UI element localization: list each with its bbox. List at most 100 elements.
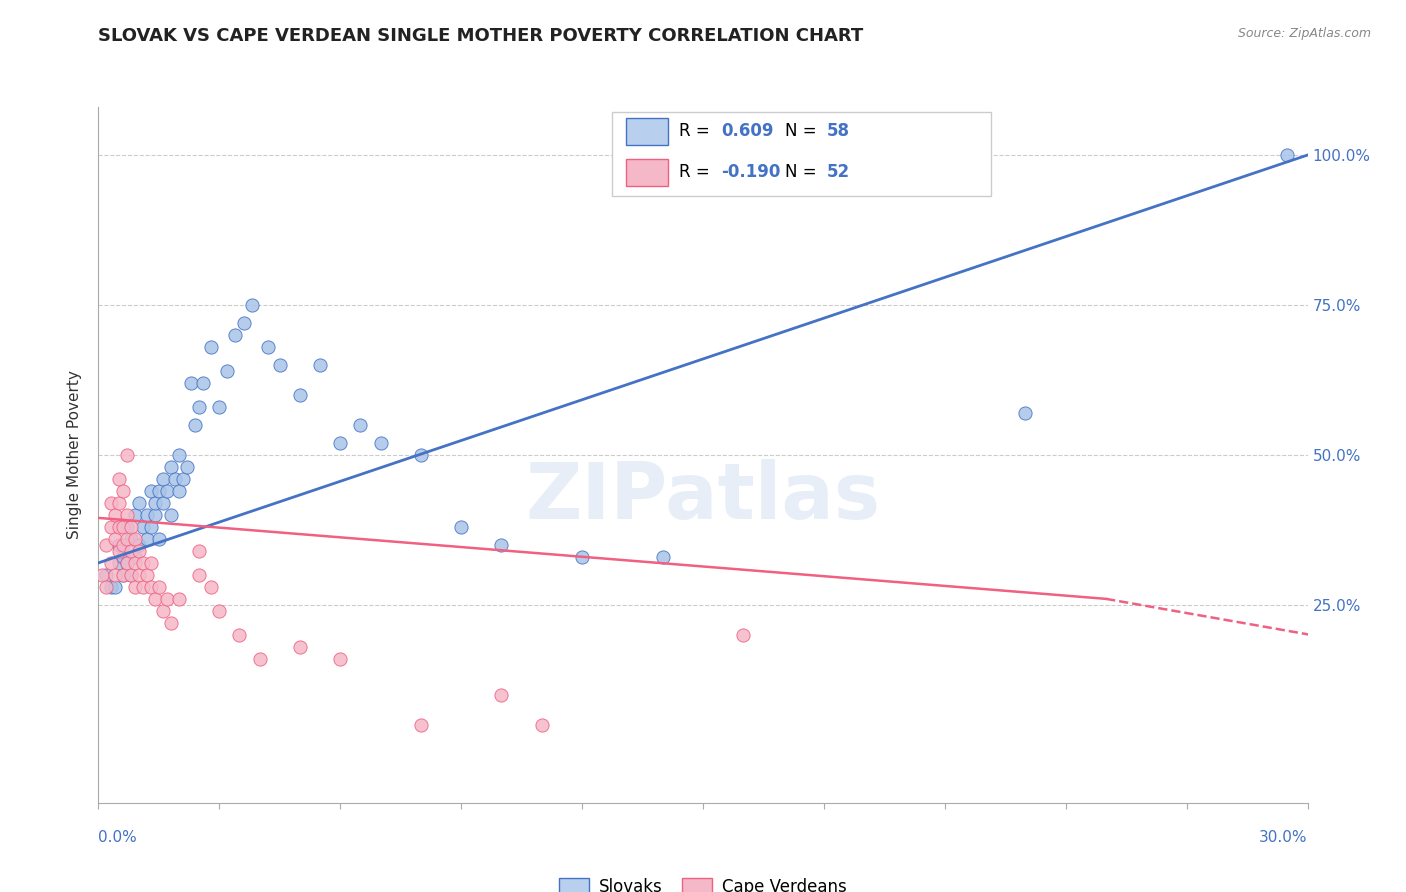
- Point: [96, 538, 118, 552]
- Point: [135, 508, 157, 522]
- Point: [120, 567, 142, 582]
- Point: [329, 436, 352, 450]
- Point: [571, 549, 593, 564]
- Point: [167, 591, 190, 606]
- Point: [100, 556, 122, 570]
- Point: [111, 538, 134, 552]
- Point: [193, 376, 215, 390]
- Point: [107, 496, 129, 510]
- Point: [107, 538, 129, 552]
- Point: [491, 538, 513, 552]
- Point: [200, 580, 222, 594]
- Point: [160, 615, 183, 630]
- Point: [733, 628, 755, 642]
- Point: [491, 688, 513, 702]
- Point: [329, 652, 352, 666]
- Text: R =: R =: [679, 122, 716, 140]
- Point: [349, 417, 371, 432]
- Point: [115, 556, 138, 570]
- Point: [107, 556, 129, 570]
- Point: [249, 652, 271, 666]
- Point: [132, 556, 155, 570]
- Point: [240, 298, 263, 312]
- Point: [107, 520, 129, 534]
- Point: [180, 376, 202, 390]
- Text: 0.609: 0.609: [721, 122, 773, 140]
- Point: [115, 520, 138, 534]
- Point: [172, 472, 194, 486]
- Point: [1277, 148, 1299, 162]
- Point: [115, 448, 138, 462]
- Point: [176, 459, 198, 474]
- Point: [160, 459, 183, 474]
- Y-axis label: Single Mother Poverty: Single Mother Poverty: [67, 370, 83, 540]
- Point: [139, 520, 162, 534]
- Point: [111, 567, 134, 582]
- Point: [100, 520, 122, 534]
- Point: [124, 532, 146, 546]
- Point: [143, 496, 166, 510]
- Point: [148, 532, 170, 546]
- Point: [1014, 406, 1036, 420]
- Point: [200, 340, 222, 354]
- Point: [100, 496, 122, 510]
- Text: 58: 58: [827, 122, 849, 140]
- Point: [288, 640, 311, 654]
- Point: [148, 580, 170, 594]
- Point: [309, 358, 332, 372]
- Point: [132, 520, 155, 534]
- Point: [103, 567, 125, 582]
- Point: [111, 483, 134, 498]
- Point: [107, 544, 129, 558]
- Point: [148, 483, 170, 498]
- Point: [188, 567, 211, 582]
- Text: Source: ZipAtlas.com: Source: ZipAtlas.com: [1237, 27, 1371, 40]
- Point: [103, 532, 125, 546]
- Point: [139, 483, 162, 498]
- Point: [107, 472, 129, 486]
- Point: [132, 580, 155, 594]
- Point: [120, 544, 142, 558]
- Point: [143, 591, 166, 606]
- Point: [409, 448, 432, 462]
- Point: [120, 567, 142, 582]
- Point: [96, 567, 118, 582]
- Point: [91, 567, 114, 582]
- Point: [115, 556, 138, 570]
- Point: [167, 483, 190, 498]
- Text: ZIPatlas: ZIPatlas: [526, 458, 880, 534]
- Point: [128, 567, 150, 582]
- Point: [152, 472, 174, 486]
- Point: [103, 508, 125, 522]
- Point: [124, 580, 146, 594]
- Point: [139, 556, 162, 570]
- Point: [232, 316, 254, 330]
- Text: -0.190: -0.190: [721, 163, 780, 181]
- Point: [115, 508, 138, 522]
- Point: [96, 580, 118, 594]
- Point: [124, 556, 146, 570]
- Point: [288, 388, 311, 402]
- Point: [128, 538, 150, 552]
- Point: [124, 549, 146, 564]
- Point: [156, 483, 179, 498]
- Text: N =: N =: [785, 122, 821, 140]
- Point: [208, 604, 231, 618]
- Legend: Slovaks, Cape Verdeans: Slovaks, Cape Verdeans: [553, 871, 853, 892]
- Text: 52: 52: [827, 163, 849, 181]
- Point: [120, 532, 142, 546]
- Point: [651, 549, 673, 564]
- Text: 0.0%: 0.0%: [98, 830, 138, 845]
- Point: [152, 496, 174, 510]
- Point: [128, 496, 150, 510]
- Text: R =: R =: [679, 163, 716, 181]
- Point: [370, 436, 392, 450]
- Point: [100, 580, 122, 594]
- Point: [111, 520, 134, 534]
- Text: SLOVAK VS CAPE VERDEAN SINGLE MOTHER POVERTY CORRELATION CHART: SLOVAK VS CAPE VERDEAN SINGLE MOTHER POV…: [98, 27, 863, 45]
- Point: [111, 567, 134, 582]
- Point: [124, 508, 146, 522]
- Point: [135, 567, 157, 582]
- Point: [152, 604, 174, 618]
- Point: [115, 532, 138, 546]
